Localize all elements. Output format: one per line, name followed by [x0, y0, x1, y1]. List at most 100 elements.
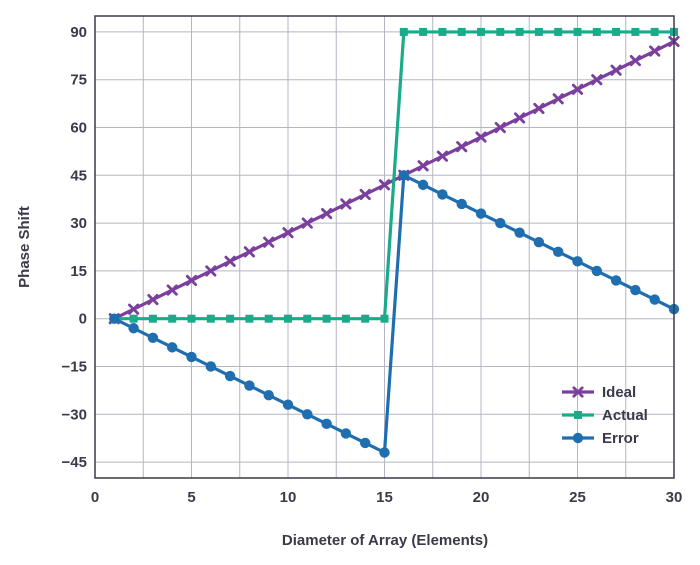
x-axis-label: Diameter of Array (Elements): [282, 532, 488, 549]
actual-point: [438, 27, 447, 36]
legend-label-actual: Actual: [602, 407, 648, 424]
ideal-point: [205, 265, 217, 277]
x-tick-label: 5: [187, 489, 195, 506]
y-tick-label: −30: [62, 406, 87, 423]
actual-point: [361, 314, 370, 323]
ideal-point: [456, 141, 468, 153]
actual-point: [206, 314, 215, 323]
actual-point: [264, 314, 273, 323]
y-tick-label: 90: [70, 24, 87, 41]
error-point: [649, 294, 660, 305]
error-point: [109, 313, 120, 324]
actual-point: [245, 314, 254, 323]
ideal-point: [571, 83, 584, 95]
ideal-point: [610, 64, 622, 76]
ideal-point: [320, 207, 333, 220]
legend-item-ideal: Ideal: [562, 384, 636, 401]
error-point: [302, 409, 313, 420]
ideal-point: [166, 284, 178, 296]
y-tick-label: −15: [62, 358, 87, 375]
y-tick-label: 30: [70, 215, 87, 232]
x-tick-label: 15: [376, 489, 393, 506]
actual-point: [380, 314, 389, 323]
error-point: [360, 437, 371, 449]
error-point: [437, 189, 448, 200]
error-line: [113, 173, 675, 455]
error-point: [340, 428, 352, 439]
ideal-point: [127, 303, 140, 315]
actual-point: [187, 314, 196, 323]
actual-point: [631, 27, 640, 36]
y-tick-label: 75: [70, 72, 87, 89]
actual-point: [534, 27, 543, 36]
ideal-point: [591, 74, 603, 86]
x-tick-label: 0: [91, 489, 99, 506]
actual-point: [612, 27, 621, 36]
legend-marker-actual: [574, 411, 582, 419]
error-point: [591, 265, 602, 277]
error-point: [630, 284, 641, 296]
error-point: [282, 399, 294, 410]
legend-label-ideal: Ideal: [602, 384, 636, 401]
error-point: [456, 198, 467, 210]
x-tick-label: 20: [473, 489, 490, 506]
actual-point: [226, 314, 235, 323]
error-point: [147, 332, 159, 344]
actual-point: [477, 27, 485, 36]
legend: Ideal Actual Error: [562, 384, 648, 447]
error-point: [553, 246, 564, 257]
ideal-point: [243, 246, 256, 258]
error-point: [417, 179, 429, 191]
legend-item-error: Error: [562, 430, 639, 447]
y-tick-label: 45: [70, 167, 87, 184]
error-point: [610, 275, 622, 286]
error-point: [224, 370, 236, 382]
ideal-point: [629, 55, 641, 67]
actual-point: [650, 27, 659, 36]
ideal-point: [282, 227, 294, 239]
ideal-point: [147, 293, 159, 306]
tick-labels: 0 5 10 15 20 25 30 90 75 60 45 30 15 0 −15 −30 −45: [62, 24, 683, 506]
actual-point: [399, 27, 408, 36]
error-point: [244, 380, 255, 391]
ideal-point: [417, 160, 429, 172]
plot-frame: [94, 15, 675, 479]
ideal-point: [340, 198, 352, 210]
x-tick-label: 25: [569, 489, 586, 506]
actual-point: [303, 314, 312, 323]
y-axis-label: Phase Shift: [16, 206, 33, 288]
legend-label-error: Error: [602, 430, 639, 447]
error-point: [514, 227, 525, 238]
error-point: [495, 217, 506, 229]
series-actual: [110, 27, 678, 323]
error-point: [533, 237, 545, 248]
ideal-point: [185, 274, 198, 287]
error-point: [379, 447, 390, 458]
actual-point: [573, 27, 582, 36]
x-tick-label: 30: [666, 489, 683, 506]
actual-point: [284, 314, 292, 323]
legend-marker-ideal: [572, 386, 584, 398]
error-point: [398, 170, 409, 181]
y-tick-label: 15: [70, 263, 87, 280]
actual-point: [129, 314, 138, 323]
actual-point: [148, 314, 157, 323]
actual-point: [341, 314, 350, 323]
actual-point: [457, 27, 466, 36]
series-error: [109, 170, 680, 458]
error-point: [128, 323, 139, 334]
ideal-point: [378, 179, 391, 191]
actual-point: [554, 27, 563, 36]
ideal-point: [533, 102, 545, 114]
ideal-point: [494, 121, 506, 134]
legend-item-actual: Actual: [562, 407, 648, 424]
y-tick-label: −45: [62, 454, 87, 471]
error-point: [167, 342, 178, 353]
y-tick-label: 0: [79, 311, 87, 328]
actual-point: [168, 314, 177, 323]
error-point: [263, 389, 274, 401]
error-point: [321, 418, 332, 430]
actual-point: [515, 27, 524, 36]
ideal-point: [475, 131, 487, 143]
